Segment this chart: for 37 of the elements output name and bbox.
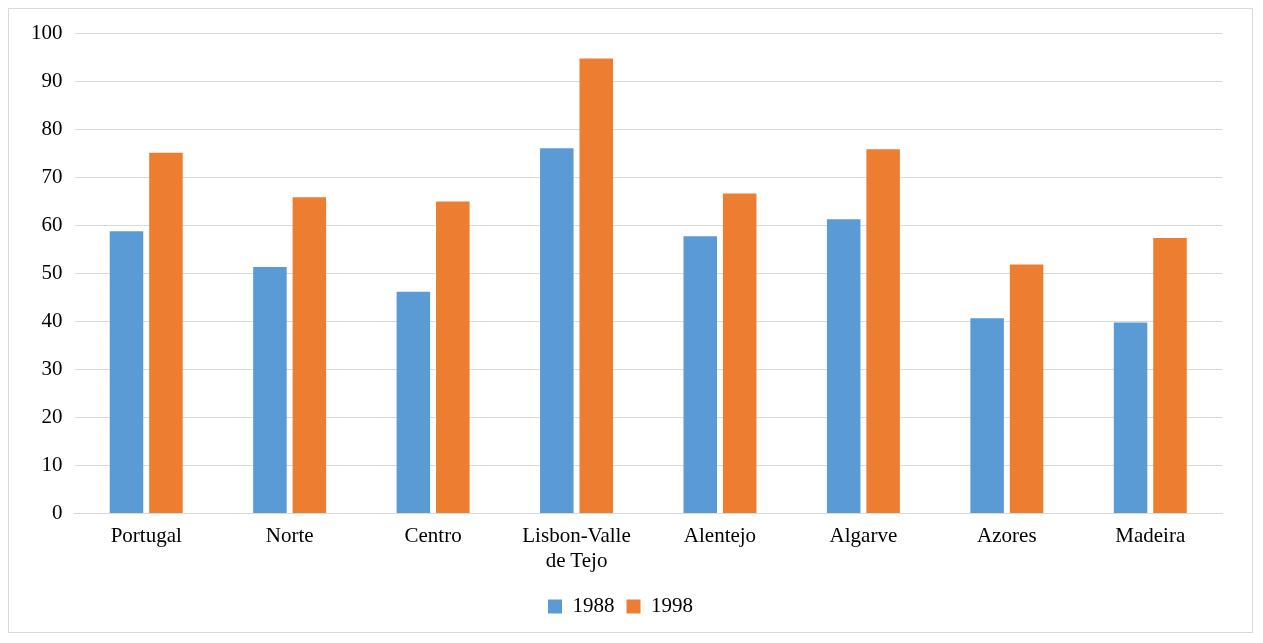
bar xyxy=(579,58,614,514)
bar xyxy=(540,148,574,514)
y-tick-label: 70 xyxy=(41,164,63,189)
bar xyxy=(866,149,900,514)
bar xyxy=(149,152,183,514)
bar xyxy=(436,201,470,514)
x-tick-label: Algarve xyxy=(829,522,898,547)
bar xyxy=(722,193,757,514)
y-tick-label: 100 xyxy=(31,20,63,45)
y-tick-label: 10 xyxy=(41,452,63,477)
y-tick-label: 40 xyxy=(41,308,63,333)
x-tick-label: Azores xyxy=(977,522,1037,547)
bar xyxy=(683,236,718,514)
y-tick-label: 90 xyxy=(41,68,63,93)
x-tick-label: Centro xyxy=(404,522,462,547)
x-tick-label: Portugal xyxy=(110,522,182,547)
bar xyxy=(970,318,1004,514)
x-tick-label: Norte xyxy=(265,522,314,547)
x-tick-label: Lisbon-Valle de Tejo xyxy=(522,522,631,572)
bar xyxy=(826,219,861,514)
y-tick-label: 0 xyxy=(52,500,63,525)
bar xyxy=(1009,264,1044,514)
legend-label: 1998 xyxy=(651,593,693,618)
y-tick-label: 80 xyxy=(41,116,63,141)
y-tick-label: 20 xyxy=(41,404,63,429)
y-tick-label: 30 xyxy=(41,356,63,381)
bar xyxy=(109,231,144,514)
bar xyxy=(396,291,431,514)
x-tick-label: Alentejo xyxy=(683,522,757,547)
bar xyxy=(1113,322,1148,514)
bar xyxy=(1153,238,1187,514)
legend-label: 1988 xyxy=(572,593,615,618)
bar xyxy=(253,266,287,514)
bar xyxy=(292,197,327,514)
y-tick-label: 50 xyxy=(41,260,63,285)
x-tick-label: Madeira xyxy=(1115,522,1186,547)
y-tick-label: 60 xyxy=(41,212,63,237)
